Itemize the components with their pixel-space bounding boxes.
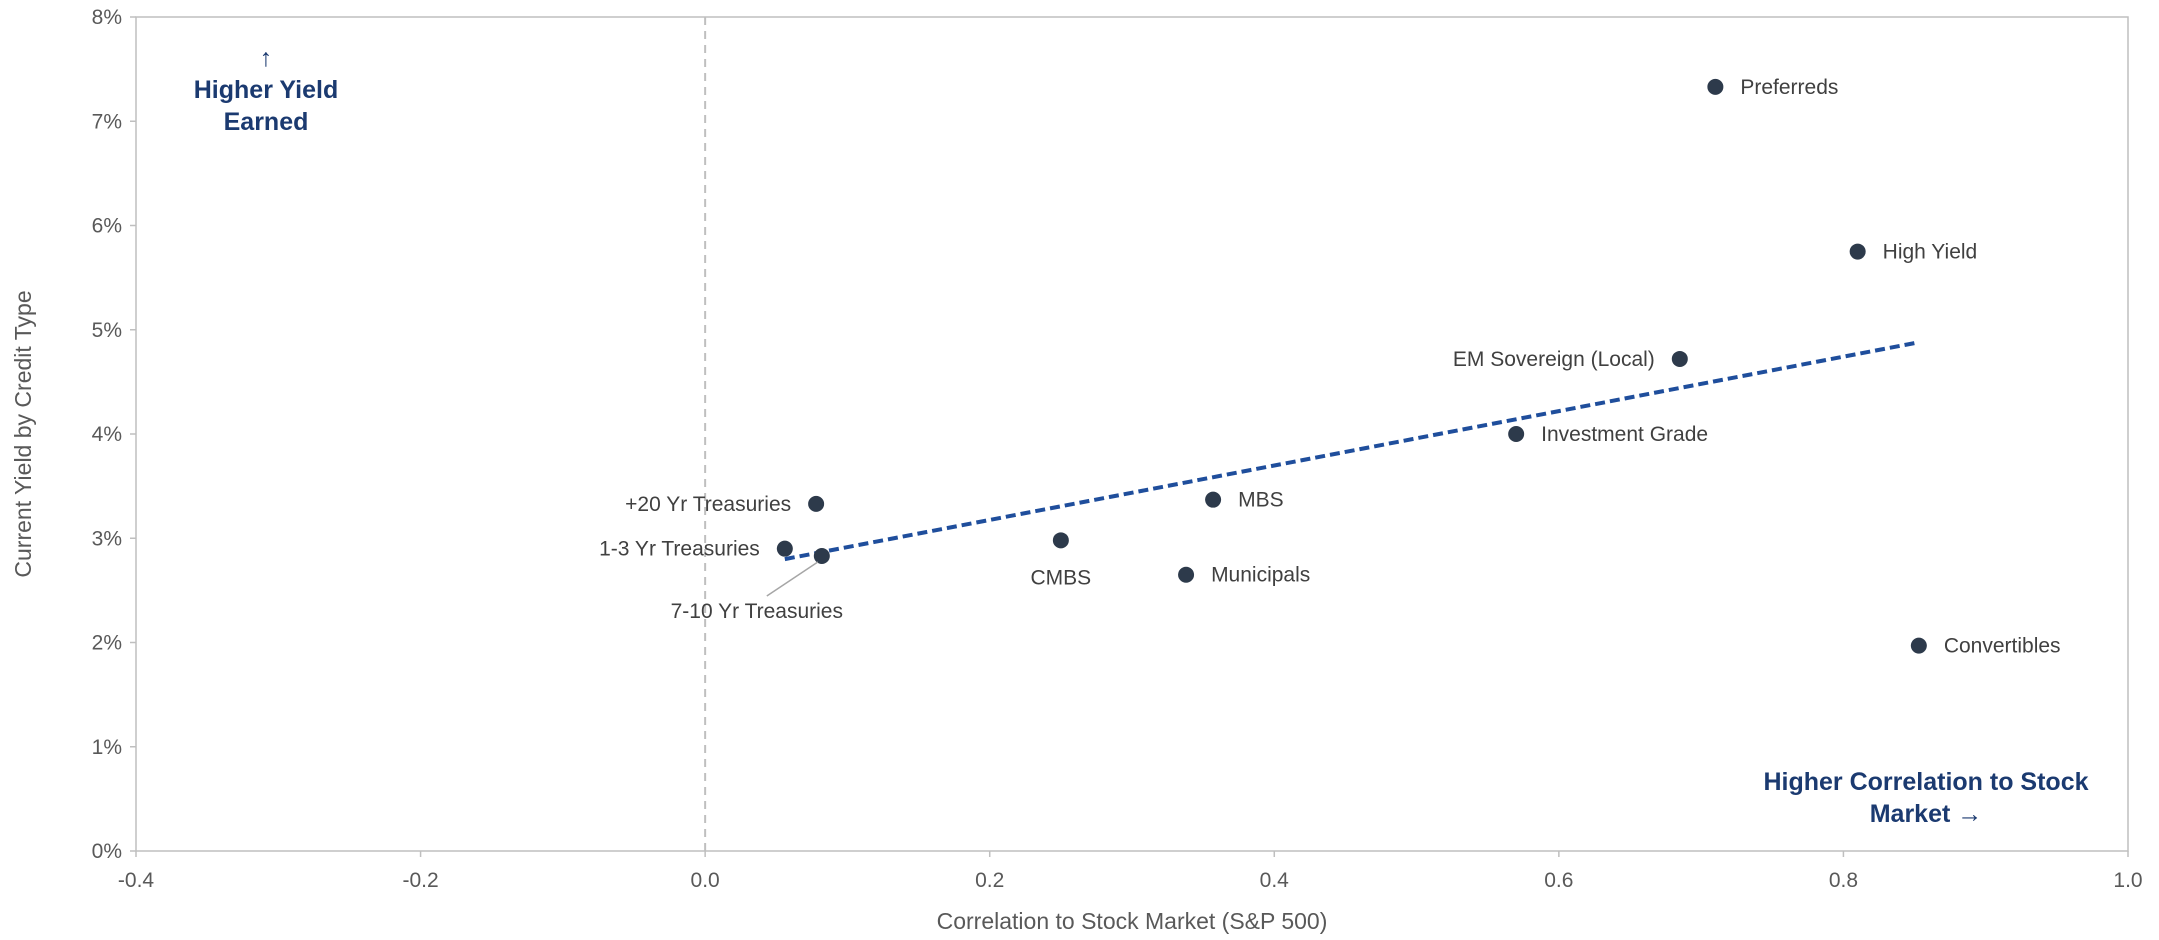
x-tick-label: 0.4	[1260, 869, 1290, 892]
y-tick-label: 3%	[92, 527, 122, 550]
x-tick-label: 0.6	[1544, 869, 1573, 892]
x-tick-label: 0.0	[691, 869, 720, 892]
x-tick-label: 0.8	[1829, 869, 1858, 892]
annotations: ↑ Higher Yield Earned Higher Correlation to…	[194, 44, 2089, 828]
point-label: Preferreds	[1740, 76, 1838, 99]
x-axis-ticks: -0.4 -0.2 0.0 0.2 0.4 0.6 0.8 1.0	[118, 851, 2143, 892]
x-tick-label: -0.2	[402, 869, 438, 892]
trendline-layer	[784, 340, 1920, 562]
leader-line	[766, 561, 819, 597]
point-labels: Preferreds High Yield EM Sovereign (Local)…	[599, 76, 2060, 658]
point-label: Investment Grade	[1541, 423, 1708, 446]
annotation-line: Market →	[1870, 800, 1983, 828]
data-points	[776, 78, 1927, 654]
y-tick-label: 7%	[92, 110, 122, 133]
y-tick-label: 5%	[92, 319, 122, 342]
data-point	[1178, 566, 1195, 583]
data-point	[1052, 532, 1069, 549]
data-point	[1910, 637, 1927, 654]
plot-frame	[135, 16, 2129, 852]
point-label: Convertibles	[1944, 635, 2061, 658]
data-point	[813, 547, 830, 564]
x-tick-label: -0.4	[118, 869, 155, 892]
y-axis-ticks: 0% 1% 2% 3% 4% 5% 6% 7% 8%	[92, 6, 136, 863]
data-point	[808, 495, 825, 512]
point-label: EM Sovereign (Local)	[1453, 348, 1655, 371]
y-tick-label: 8%	[92, 6, 122, 29]
y-tick-label: 0%	[92, 840, 122, 863]
y-tick-label: 4%	[92, 423, 122, 446]
point-label: High Yield	[1883, 241, 1978, 264]
data-point	[1707, 78, 1724, 95]
data-point	[1508, 426, 1525, 442]
point-label: CMBS	[1031, 566, 1092, 589]
point-label: 1-3 Yr Treasuries	[599, 538, 760, 561]
annotation-line: Higher Yield	[194, 76, 338, 104]
annotation-line: Earned	[224, 108, 309, 136]
point-label: Municipals	[1211, 564, 1310, 587]
y-tick-label: 1%	[92, 736, 122, 759]
y-tick-label: 6%	[92, 215, 122, 238]
x-tick-label: 0.2	[975, 869, 1004, 892]
annotation-line: ↑	[260, 44, 273, 72]
trendline	[784, 340, 1920, 562]
axes-layer	[135, 16, 2129, 852]
data-point	[776, 540, 793, 557]
point-label: +20 Yr Treasuries	[625, 493, 791, 516]
y-axis-title: Current Yield by Credit Type	[10, 290, 36, 577]
x-axis-title: Correlation to Stock Market (S&P 500)	[937, 908, 1328, 934]
data-point	[1205, 491, 1222, 508]
point-label: MBS	[1238, 489, 1284, 512]
annotation-line: Higher Correlation to Stock	[1763, 768, 2088, 796]
x-tick-label: 1.0	[2113, 869, 2142, 892]
data-point	[1849, 243, 1866, 260]
point-label: 7-10 Yr Treasuries	[671, 600, 843, 623]
y-tick-label: 2%	[92, 632, 122, 655]
data-point	[1671, 350, 1688, 367]
